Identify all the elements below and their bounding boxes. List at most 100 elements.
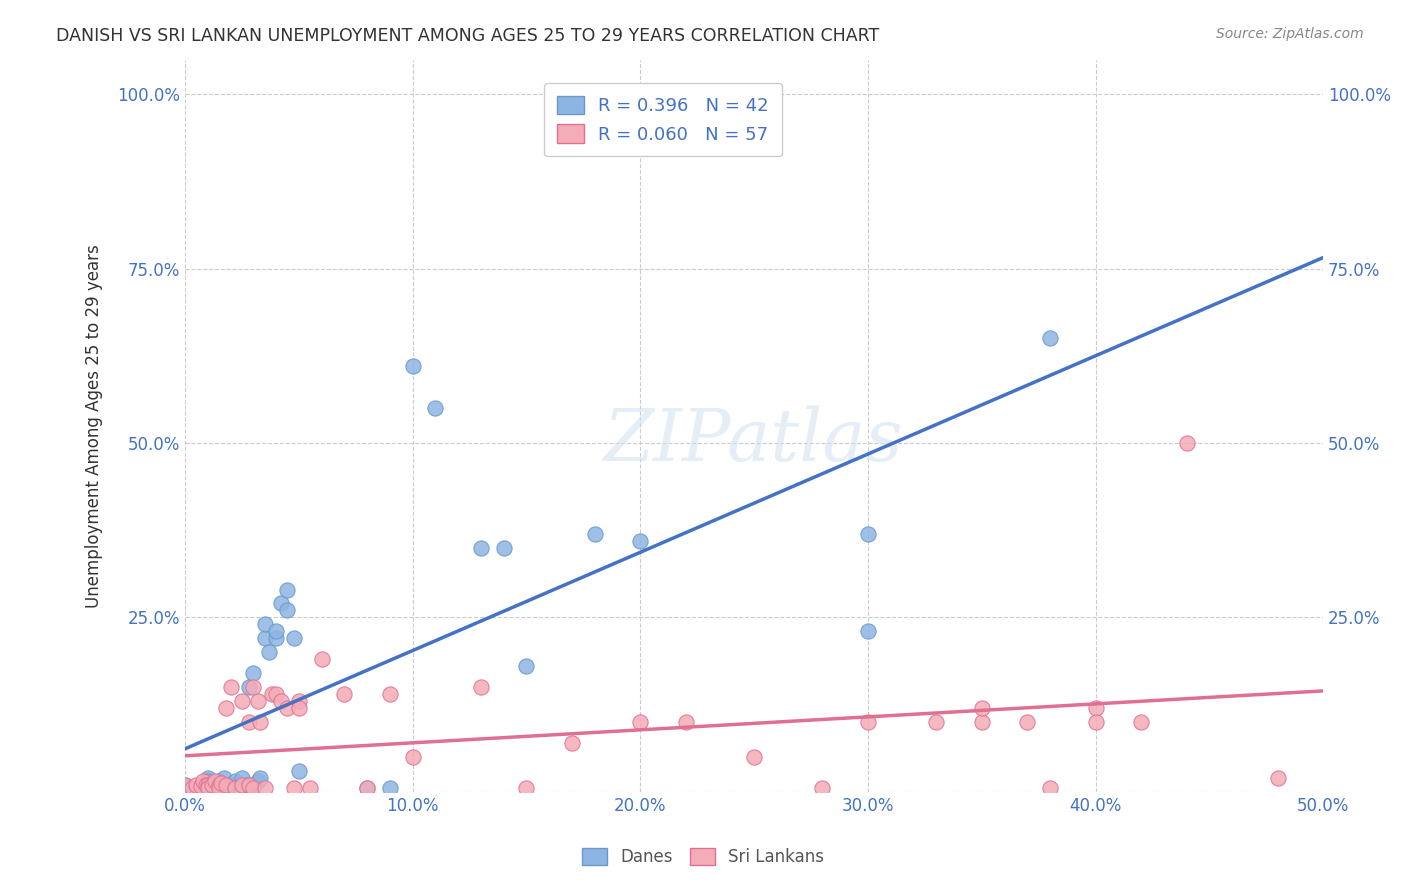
Point [1175,436,1198,450]
Point [378,781,401,796]
Point [970,714,993,729]
Point [1267,771,1289,785]
Point [193,774,215,789]
Point [299,781,322,796]
Point [253,781,276,796]
Point [253,632,276,646]
Legend: Danes, Sri Lankans: Danes, Sri Lankans [574,840,832,875]
Point [197,774,219,789]
Point [628,714,651,729]
Point [675,714,697,729]
Point [583,526,606,541]
Point [402,749,425,764]
Point [1039,781,1062,796]
Point [856,624,879,639]
Point [231,694,253,708]
Point [561,736,583,750]
Point [193,785,215,799]
Point [212,771,235,785]
Point [219,778,242,792]
Point [208,781,231,796]
Point [492,541,515,555]
Point [356,781,378,796]
Point [276,582,298,597]
Point [215,778,238,792]
Point [231,771,253,785]
Point [201,778,224,792]
Point [970,701,993,715]
Point [283,781,305,796]
Point [190,779,212,793]
Point [180,781,202,796]
Y-axis label: Unemployment Among Ages 25 to 29 years: Unemployment Among Ages 25 to 29 years [86,244,103,607]
Point [1039,331,1062,345]
Point [242,781,264,796]
Point [174,778,197,792]
Point [628,533,651,548]
Point [264,632,287,646]
Point [238,778,260,792]
Point [264,624,287,639]
Point [197,778,219,792]
Point [811,781,834,796]
Point [219,680,242,694]
Point [356,781,378,796]
Point [208,778,231,792]
Point [224,774,246,789]
Point [402,359,425,374]
Point [288,694,311,708]
Point [1130,714,1153,729]
Point [311,652,333,666]
Point [238,714,260,729]
Point [260,687,283,701]
Point [288,764,311,778]
Point [215,701,238,715]
Point [333,687,356,701]
Point [283,632,305,646]
Point [194,778,217,792]
Point [742,749,765,764]
Point [515,781,537,796]
Point [276,603,298,617]
Point [470,680,492,694]
Point [235,778,257,792]
Point [470,541,492,555]
Point [208,778,231,792]
Point [238,680,260,694]
Point [224,781,246,796]
Point [197,781,219,796]
Point [174,778,197,792]
Point [856,526,879,541]
Text: ZIPatlas: ZIPatlas [605,405,904,475]
Point [253,617,276,632]
Point [264,687,287,701]
Point [231,778,253,792]
Point [925,714,948,729]
Point [186,781,208,796]
Point [201,778,224,792]
Point [378,687,401,701]
Point [276,701,298,715]
Point [186,778,208,792]
Point [856,714,879,729]
Point [270,694,292,708]
Point [208,781,231,796]
Point [242,680,264,694]
Point [249,714,271,729]
Point [1017,714,1039,729]
Point [1084,701,1107,715]
Point [242,781,264,796]
Legend: R = 0.396   N = 42, R = 0.060   N = 57: R = 0.396 N = 42, R = 0.060 N = 57 [544,83,782,156]
Point [208,774,231,789]
Point [259,645,281,659]
Point [270,597,292,611]
Point [288,701,311,715]
Point [425,401,447,416]
Point [1084,714,1107,729]
Point [204,774,226,789]
Point [215,781,238,796]
Point [197,771,219,785]
Point [246,694,269,708]
Point [246,774,269,789]
Point [211,776,233,790]
